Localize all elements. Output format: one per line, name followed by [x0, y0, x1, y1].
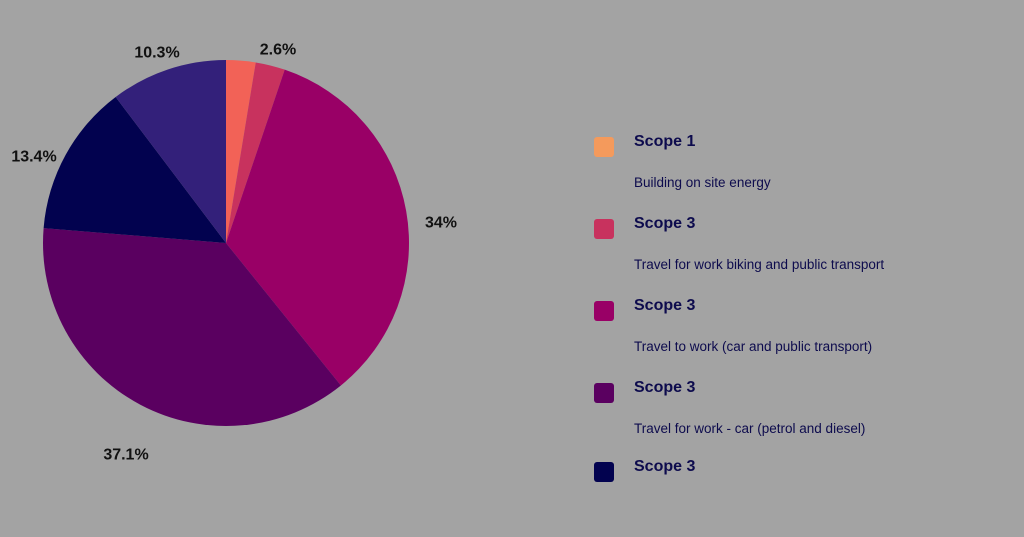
pie-slice-6 — [115, 60, 226, 243]
pie-slice-1 — [226, 60, 256, 243]
legend-item-scope-3-car: Scope 3 Travel for work - car (petrol an… — [594, 376, 1014, 455]
pie-chart-svg: 2.6% 34% 37.1% 13.4% 10.3% — [11, 42, 457, 464]
legend-swatch — [594, 301, 614, 321]
legend-item-scope-3-travel-to-work: Scope 3 Travel to work (car and public t… — [594, 294, 1014, 376]
pie-chart: 2.6% 34% 37.1% 13.4% 10.3% — [0, 0, 560, 489]
legend-description: Building on site energy — [634, 175, 771, 190]
pie-slices — [42, 60, 410, 427]
legend-title: Scope 1 — [634, 133, 696, 150]
slice-label-1: 2.6% — [260, 42, 296, 59]
legend-title: Scope 3 — [634, 379, 696, 396]
legend: Scope 1 Building on site energy Scope 3 … — [594, 130, 1014, 537]
slice-label-5: 13.4% — [11, 149, 56, 166]
legend-swatch — [594, 219, 614, 239]
slice-label-4: 37.1% — [103, 447, 148, 464]
legend-title: Scope 3 — [634, 458, 696, 475]
legend-title: Scope 3 — [634, 297, 696, 314]
legend-item-scope-1: Scope 1 Building on site energy — [594, 130, 1014, 212]
legend-item-scope-3-other: Scope 3 — [594, 455, 1014, 537]
legend-swatch — [594, 383, 614, 403]
pie-slice-4 — [42, 228, 341, 427]
legend-description: Travel for work biking and public transp… — [634, 257, 885, 272]
slice-label-3: 34% — [425, 215, 457, 232]
pie-labels: 2.6% 34% 37.1% 13.4% 10.3% — [11, 42, 457, 464]
legend-swatch — [594, 137, 614, 157]
pie-slice-2 — [226, 62, 285, 243]
legend-swatch — [594, 462, 614, 482]
legend-description: Travel for work - car (petrol and diesel… — [634, 421, 866, 436]
legend-description: Travel to work (car and public transport… — [634, 339, 873, 354]
pie-slice-5 — [43, 97, 226, 243]
slice-label-6: 10.3% — [134, 45, 179, 62]
legend-title: Scope 3 — [634, 215, 696, 232]
legend-item-scope-3-biking: Scope 3 Travel for work biking and publi… — [594, 212, 1014, 294]
pie-slice-3 — [226, 69, 410, 386]
